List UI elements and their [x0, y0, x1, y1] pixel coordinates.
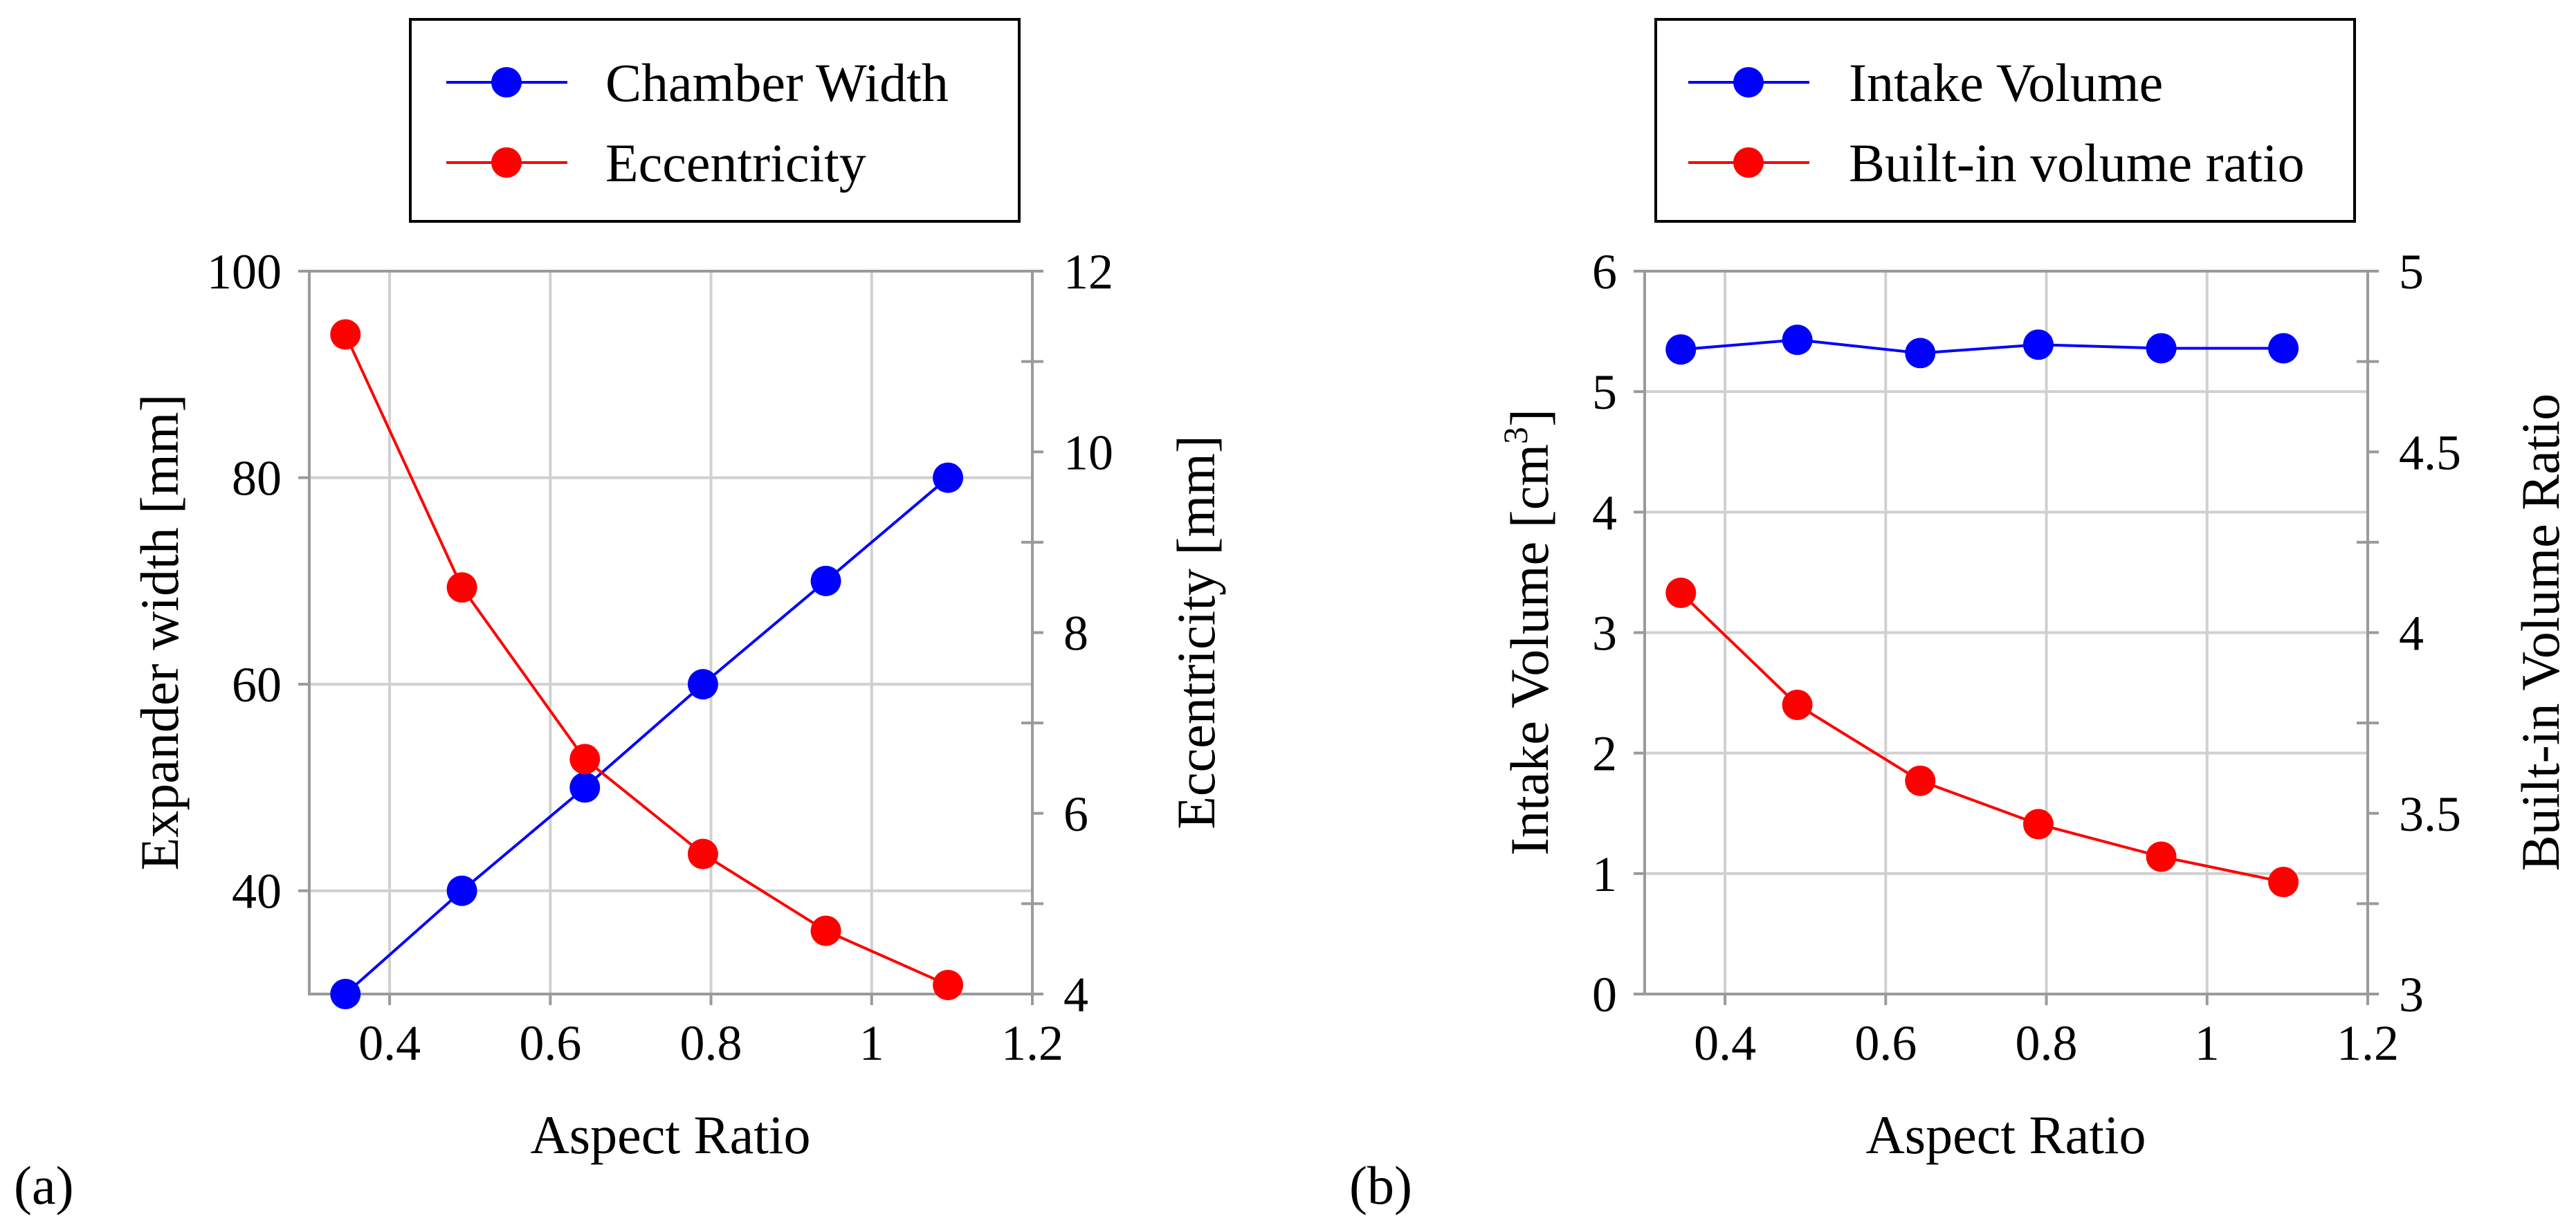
data-point-chamber-width [446, 875, 477, 906]
panel-a-y-ticks: 40 60 80 100 [207, 244, 309, 919]
y-tick-label: 6 [1592, 244, 1617, 300]
data-point-chamber-width [933, 462, 964, 493]
legend-label-eccentricity: Eccentricity [605, 133, 866, 193]
data-point-eccentricity [446, 572, 477, 603]
data-point-intake-volume [2146, 333, 2177, 364]
y2-tick-label: 3.5 [2399, 787, 2461, 842]
panel-b: 0.4 0.6 0.8 1 1.2 0 1 2 3 4 5 6 3 3.5 4 4.5 5 Aspect R… [1349, 18, 2570, 1215]
panel-b-series [1665, 324, 2299, 898]
y-tick-label: 0 [1592, 967, 1617, 1022]
series-line-built-in-volume-ratio [1679, 591, 2284, 883]
panel-b-legend: Intake Volume Built-in volume ratio [1654, 18, 2356, 223]
panel-b-label: (b) [1349, 1155, 1412, 1215]
data-point-eccentricity [687, 838, 718, 870]
legend-label-chamber-width: Chamber Width [605, 53, 949, 113]
data-point-built-in-volume-ratio [1665, 578, 1697, 609]
data-point-chamber-width [687, 669, 718, 700]
panel-a-y2-axis-label: Eccentricity [mm] [1166, 435, 1226, 829]
legend-marker-built-in-volume-ratio [1733, 147, 1764, 178]
y2-tick-label: 3 [2399, 967, 2424, 1022]
panel-a-plot-frame [308, 270, 1034, 995]
data-point-eccentricity [330, 319, 361, 350]
y-tick-label: 60 [232, 657, 282, 712]
y-tick-label: 4 [1592, 485, 1617, 540]
series-line-intake-volume [1681, 338, 2284, 355]
legend-marker-chamber-width [491, 67, 522, 98]
panel-a-y2-ticks: 4 6 8 10 12 [1021, 244, 1113, 1022]
legend-marker-intake-volume [1733, 67, 1764, 98]
x-tick-label: 1.2 [1001, 1015, 1063, 1071]
panel-a-y-axis-label: Expander width [mm] [129, 394, 190, 871]
y-tick-label: 1 [1592, 847, 1617, 902]
y2-tick-label: 10 [1063, 425, 1113, 480]
panel-a-x-ticks: 0.4 0.6 0.8 1 1.2 [358, 994, 1063, 1071]
x-tick-label: 0.6 [1854, 1015, 1917, 1071]
y2-tick-label: 4 [2399, 606, 2424, 661]
panel-a-legend-box [409, 18, 1021, 223]
panel-a-x-axis-label: Aspect Ratio [530, 1105, 810, 1165]
data-point-eccentricity [933, 969, 964, 1000]
data-point-eccentricity [810, 915, 841, 946]
data-point-intake-volume [1665, 334, 1697, 365]
legend-label-built-in-volume-ratio: Built-in volume ratio [1849, 133, 2305, 193]
data-point-built-in-volume-ratio [1782, 690, 1813, 720]
panel-a-label: (a) [14, 1155, 74, 1215]
data-point-chamber-width [330, 979, 361, 1009]
y-tick-label: 3 [1592, 606, 1617, 661]
legend-label-intake-volume: Intake Volume [1849, 53, 2163, 113]
legend-marker-eccentricity [491, 147, 522, 178]
y2-tick-label: 6 [1063, 787, 1088, 842]
x-tick-label: 1 [2195, 1015, 2220, 1071]
data-point-built-in-volume-ratio [2268, 867, 2299, 898]
data-point-intake-volume [1782, 324, 1813, 356]
data-point-chamber-width [810, 565, 841, 596]
panel-b-y2-ticks: 3 3.5 4 4.5 5 [2357, 244, 2461, 1022]
data-point-built-in-volume-ratio [2022, 809, 2054, 840]
panel-b-y-axis-label: Intake Volume [cm3] [1496, 409, 1560, 856]
x-tick-label: 0.4 [358, 1015, 421, 1071]
y-tick-label: 5 [1592, 365, 1617, 420]
x-tick-label: 0.8 [2016, 1015, 2078, 1071]
panel-a-gridlines [309, 270, 1034, 994]
panel-a-series [330, 319, 964, 1009]
y2-tick-label: 4 [1063, 967, 1088, 1022]
y2-tick-label: 4.5 [2399, 425, 2461, 480]
panel-a-legend: Chamber Width Eccentricity [409, 18, 1021, 223]
panel-b-y-axis-label-suffix: ] [1499, 409, 1560, 427]
x-tick-label: 1 [859, 1015, 884, 1071]
panel-b-y-axis-label-superscript: 3 [1496, 427, 1535, 444]
y-tick-label: 100 [207, 244, 282, 300]
y2-tick-label: 12 [1063, 244, 1113, 300]
panel-b-x-axis-label: Aspect Ratio [1865, 1105, 2146, 1165]
data-point-intake-volume [2268, 333, 2299, 364]
data-point-built-in-volume-ratio [2146, 841, 2177, 872]
data-point-built-in-volume-ratio [1905, 765, 1936, 796]
panel-b-y-axis-label-main: Intake Volume [cm [1499, 444, 1560, 856]
x-tick-label: 1.2 [2337, 1015, 2399, 1071]
y-tick-label: 80 [232, 451, 282, 506]
panel-b-y2-axis-label: Built-in Volume Ratio [2510, 394, 2570, 872]
x-tick-label: 0.8 [680, 1015, 742, 1071]
series-line-chamber-width [344, 477, 949, 995]
panel-a: 0.4 0.6 0.8 1 1.2 40 60 80 100 4 6 8 10 12 Aspect R… [14, 18, 1226, 1215]
panel-b-gridlines [1645, 270, 2369, 995]
y2-tick-label: 8 [1063, 606, 1088, 661]
data-point-intake-volume [1905, 338, 1936, 369]
panel-b-x-ticks: 0.4 0.6 0.8 1 1.2 [1694, 994, 2399, 1071]
series-line-eccentricity [344, 333, 949, 986]
panel-b-y-ticks: 0 1 2 3 4 5 6 [1592, 244, 1645, 1022]
y-tick-label: 40 [232, 864, 282, 919]
x-tick-label: 0.4 [1694, 1015, 1756, 1071]
y2-tick-label: 5 [2399, 244, 2424, 300]
y-tick-label: 2 [1592, 726, 1617, 782]
x-tick-label: 0.6 [519, 1015, 581, 1071]
panel-b-legend-box [1654, 18, 2356, 223]
data-point-intake-volume [2022, 329, 2054, 360]
data-point-chamber-width [569, 772, 601, 803]
data-point-eccentricity [569, 744, 601, 775]
